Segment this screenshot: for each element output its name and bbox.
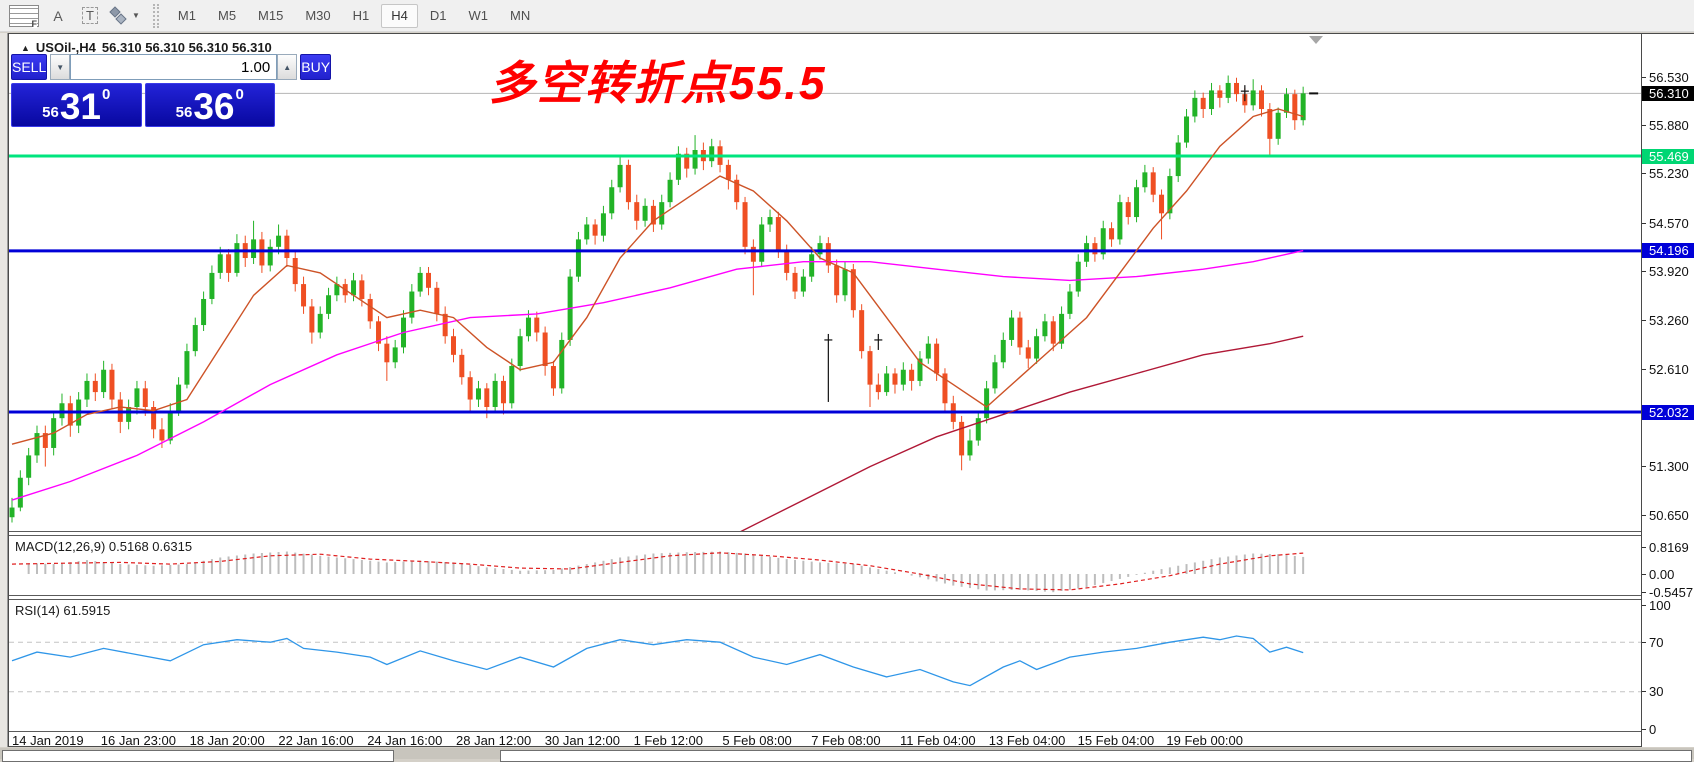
one-click-trade-panel: SELL ▼ ▲ BUY 56 31 0 56 36 0	[11, 54, 332, 127]
rsi-axis-label: 30	[1642, 684, 1694, 699]
letter-a-icon: A	[53, 7, 63, 24]
collapse-triangle-icon[interactable]: ▲	[21, 42, 30, 53]
chevron-down-icon: ▼	[56, 62, 65, 72]
buy-button[interactable]: BUY	[300, 54, 332, 80]
timeframe-button-m1[interactable]: M1	[177, 8, 196, 23]
price-badge: 56.310	[1642, 85, 1694, 101]
sell-button[interactable]: SELL	[11, 54, 48, 80]
time-axis-label: 14 Jan 2019	[12, 733, 84, 748]
time-axis-label: 5 Feb 08:00	[722, 733, 792, 748]
shapes-dropdown-button[interactable]: ▼	[108, 3, 141, 29]
macd-indicator-panel[interactable]	[9, 537, 1641, 595]
text-cursor-button[interactable]: A	[44, 3, 72, 29]
buy-price-panel[interactable]: 56 36 0	[144, 83, 275, 127]
time-axis-label: 13 Feb 04:00	[988, 733, 1066, 748]
chevron-down-icon: ▼	[132, 11, 140, 20]
buy-price-prefix: 56	[175, 104, 193, 121]
time-axis-label: 18 Jan 20:00	[189, 733, 265, 748]
price-tick-label: 55.880	[1642, 118, 1694, 133]
chart-shift-marker[interactable]	[1309, 36, 1323, 44]
chart-grid-button[interactable]: F	[2, 3, 40, 29]
rsi-label: RSI(14) 61.5915	[15, 603, 111, 618]
toolbar-separator	[152, 3, 159, 28]
price-tick-label: 51.300	[1642, 459, 1694, 474]
dotted-grid-f-icon: F	[9, 4, 39, 28]
timeframe-button-m30[interactable]: M30	[305, 8, 331, 23]
timeframe-button-h1[interactable]: H1	[352, 8, 370, 23]
rsi-axis-label: 70	[1642, 635, 1694, 650]
window-left-edge	[0, 33, 8, 747]
time-axis-label: 30 Jan 12:00	[544, 733, 620, 748]
price-tick-label: 54.570	[1642, 216, 1694, 231]
panel-separator[interactable]	[9, 595, 1641, 600]
price-badge: 52.032	[1642, 404, 1694, 420]
symbol-period-label: USOil-,H4	[35, 40, 96, 55]
macd-axis-label: -0.5457	[1642, 585, 1694, 600]
time-axis-label: 1 Feb 12:00	[633, 733, 703, 748]
bottom-window-strip	[0, 748, 1694, 762]
timeframe-button-m15[interactable]: M15	[258, 8, 284, 23]
timeframe-button-mn[interactable]: MN	[510, 8, 531, 23]
ohlc-quotes-label: 56.310 56.310 56.310 56.310	[101, 40, 272, 55]
time-axis-label: 22 Jan 16:00	[278, 733, 354, 748]
sell-price-panel[interactable]: 56 31 0	[11, 83, 142, 127]
sell-price-prefix: 56	[42, 104, 59, 121]
price-tick-label: 52.610	[1642, 362, 1694, 377]
volume-input[interactable]	[70, 54, 278, 80]
time-axis-label: 7 Feb 08:00	[811, 733, 881, 748]
macd-axis-label: 0.00	[1642, 567, 1694, 582]
rsi-axis-label: 0	[1642, 722, 1694, 737]
chart-window: ▲ USOil-,H4 56.310 56.310 56.310 56.310 …	[8, 33, 1694, 748]
time-axis-label: 11 Feb 04:00	[900, 733, 976, 748]
timeframe-button-h4[interactable]: H4	[381, 3, 418, 28]
buy-price-sup: 0	[235, 86, 244, 103]
macd-label: MACD(12,26,9) 0.5168 0.6315	[15, 539, 193, 554]
letter-t-icon: T	[82, 7, 98, 24]
rsi-axis-label: 100	[1642, 598, 1694, 613]
time-axis-label: 15 Feb 04:00	[1077, 733, 1155, 748]
buy-price-big: 36	[193, 86, 235, 127]
time-axis-label: 24 Jan 16:00	[367, 733, 443, 748]
timeframe-button-d1[interactable]: D1	[429, 8, 447, 23]
price-axis[interactable]: 56.530 55.880 55.230 54.570 53.920 53.260 52.6…	[1641, 34, 1694, 747]
timeframe-group: M1 M5 M15 M30 H1 H4 D1 W1 MN	[167, 3, 541, 28]
text-label-button[interactable]: T	[76, 3, 104, 29]
price-badge: 55.469	[1642, 148, 1694, 164]
chevron-up-icon: ▲	[283, 62, 292, 72]
main-price-chart[interactable]	[9, 34, 1641, 531]
rsi-panel-bottom-border	[9, 731, 1641, 732]
volume-decrease-button[interactable]: ▼	[50, 54, 71, 80]
bottom-panel-edge	[500, 750, 1692, 762]
price-tick-label: 53.260	[1642, 313, 1694, 328]
price-badge: 54.196	[1642, 243, 1694, 259]
timeframe-button-w1[interactable]: W1	[468, 8, 489, 23]
sell-price-sup: 0	[102, 86, 111, 103]
time-axis-label: 19 Feb 00:00	[1166, 733, 1244, 748]
toolbar: F A T ▼ M1 M5 M15 M30 H1 H4 D1 W1 MN	[0, 0, 1694, 32]
price-tick-label: 50.650	[1642, 508, 1694, 523]
macd-axis-label: 0.8169	[1642, 540, 1694, 555]
time-axis-label: 28 Jan 12:00	[456, 733, 532, 748]
time-axis-label: 16 Jan 23:00	[100, 733, 176, 748]
price-tick-label: 55.230	[1642, 166, 1694, 181]
rsi-indicator-panel[interactable]	[9, 601, 1641, 731]
volume-increase-button[interactable]: ▲	[277, 54, 298, 80]
timeframe-button-m5[interactable]: M5	[217, 8, 237, 23]
price-tick-label: 56.530	[1642, 70, 1694, 85]
panel-separator[interactable]	[9, 531, 1641, 536]
bottom-panel-edge	[2, 750, 394, 762]
chart-annotation-text: 多空转折点55.5	[489, 57, 827, 109]
time-axis[interactable]: 14 Jan 2019 16 Jan 23:00 18 Jan 20:00 22 Ja…	[9, 732, 1641, 748]
sell-price-big: 31	[59, 86, 101, 127]
price-tick-label: 53.920	[1642, 264, 1694, 279]
shapes-icon	[109, 5, 129, 25]
chart-title: ▲ USOil-,H4 56.310 56.310 56.310 56.310	[21, 40, 272, 55]
